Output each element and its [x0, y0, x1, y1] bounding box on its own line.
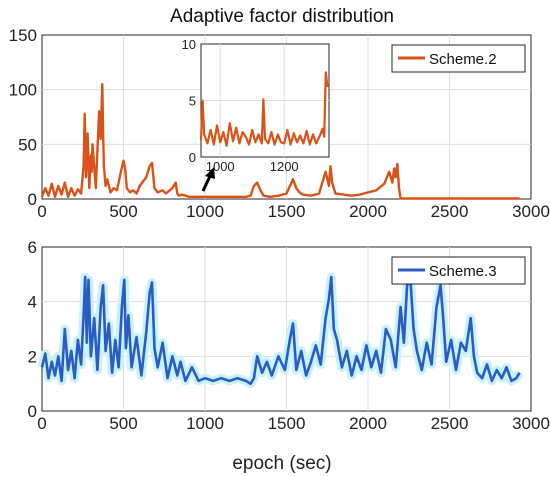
annotation-arrow [201, 167, 215, 192]
top-y-tick-label: 50 [18, 135, 37, 154]
top-x-tick-label: 500 [109, 202, 137, 221]
series-area-top [40, 83, 520, 200]
top-x-tick-label: 2000 [349, 202, 387, 221]
inset-y-tick-label: 0 [189, 150, 196, 165]
top-y-tick-label: 150 [9, 26, 37, 45]
top-x-tick-label: 1500 [268, 202, 306, 221]
inset-series [199, 71, 329, 147]
top-y-tick-label: 100 [9, 81, 37, 100]
bottom-x-tick-label: 0 [37, 414, 46, 433]
tick-labels-bottom: 0 500 1000 1500 2000 2500 3000 0 2 4 6 [28, 238, 550, 433]
legend-top: Scheme.2 [391, 44, 526, 73]
bottom-y-tick-label: 4 [28, 293, 37, 312]
panel-bottom: 0 500 1000 1500 2000 2500 3000 0 2 4 6 epoch (sec)… [28, 238, 550, 474]
bottom-x-tick-label: 1500 [268, 414, 306, 433]
inset-x-tick-label: 1200 [270, 159, 299, 174]
bottom-x-tick-label: 2500 [431, 414, 469, 433]
bottom-x-tick-label: 2000 [349, 414, 387, 433]
x-axis-label: epoch (sec) [232, 453, 331, 474]
bottom-x-tick-label: 1000 [186, 414, 224, 433]
series-area-bottom [37, 272, 524, 389]
legend-bottom: Scheme.3 [391, 256, 526, 285]
top-x-tick-label: 0 [37, 202, 46, 221]
top-x-tick-label: 1000 [186, 202, 224, 221]
top-y-tick-label: 0 [28, 190, 37, 209]
legend-label-scheme2: Scheme.2 [429, 51, 497, 68]
legend-label-scheme3: Scheme.3 [429, 263, 497, 280]
bottom-x-tick-label: 3000 [512, 414, 550, 433]
bottom-x-tick-label: 500 [109, 414, 137, 433]
inset-series-line [199, 71, 329, 147]
bottom-y-tick-label: 0 [28, 402, 37, 421]
series-line-scheme3 [40, 275, 521, 385]
chart-title: Adaptive factor distribution [170, 6, 394, 27]
top-x-tick-label: 3000 [512, 202, 550, 221]
top-x-tick-label: 2500 [431, 202, 469, 221]
inset-y-tick-label: 5 [189, 94, 196, 109]
bottom-y-tick-label: 6 [28, 238, 37, 257]
bottom-y-tick-label: 2 [28, 347, 37, 366]
series-line-scheme2 [40, 83, 520, 200]
inset-y-tick-label: 10 [182, 37, 196, 52]
